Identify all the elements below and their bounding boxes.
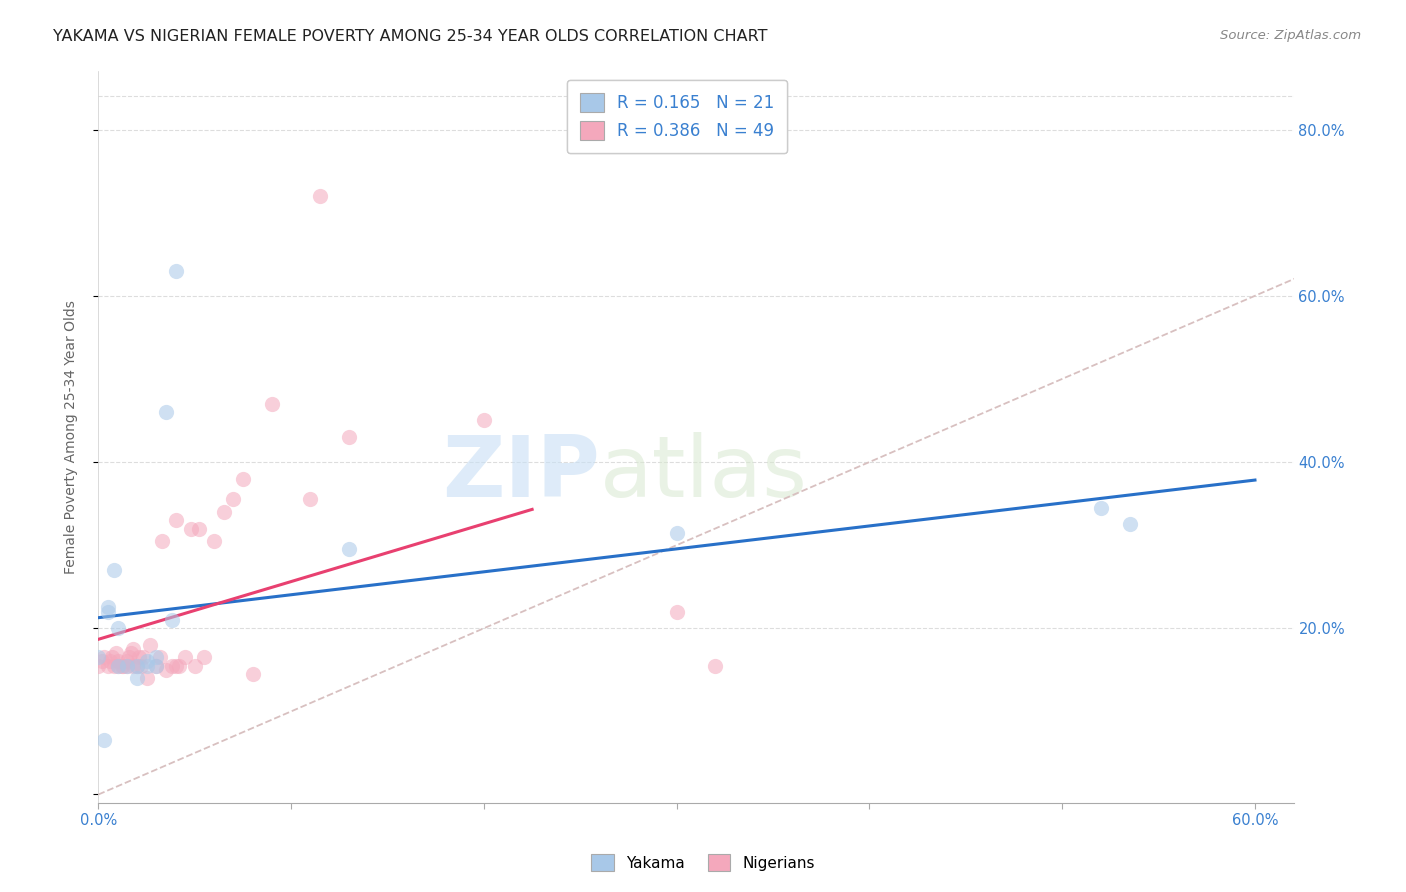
Point bbox=[165, 513, 187, 527]
Point bbox=[242, 667, 264, 681]
Point bbox=[145, 650, 167, 665]
Point bbox=[135, 671, 157, 685]
Point bbox=[222, 492, 245, 507]
Point bbox=[165, 264, 187, 278]
Point bbox=[704, 658, 727, 673]
Point bbox=[93, 733, 115, 747]
Point bbox=[93, 650, 115, 665]
Point bbox=[160, 613, 183, 627]
Point bbox=[135, 658, 157, 673]
Point bbox=[101, 650, 124, 665]
Point bbox=[107, 621, 129, 635]
Point bbox=[1118, 517, 1140, 532]
Point bbox=[125, 658, 148, 673]
Point bbox=[184, 658, 207, 673]
Text: Source: ZipAtlas.com: Source: ZipAtlas.com bbox=[1220, 29, 1361, 42]
Point bbox=[87, 658, 110, 673]
Text: YAKAMA VS NIGERIAN FEMALE POVERTY AMONG 25-34 YEAR OLDS CORRELATION CHART: YAKAMA VS NIGERIAN FEMALE POVERTY AMONG … bbox=[53, 29, 768, 44]
Point bbox=[117, 658, 139, 673]
Point bbox=[337, 430, 360, 444]
Point bbox=[122, 658, 145, 673]
Point bbox=[337, 542, 360, 557]
Point bbox=[160, 658, 183, 673]
Point bbox=[260, 397, 283, 411]
Point bbox=[299, 492, 322, 507]
Point bbox=[180, 521, 202, 535]
Point bbox=[193, 650, 215, 665]
Point bbox=[232, 472, 254, 486]
Point bbox=[155, 663, 177, 677]
Point bbox=[87, 650, 110, 665]
Point bbox=[1090, 500, 1112, 515]
Point bbox=[128, 650, 150, 665]
Point bbox=[122, 642, 145, 657]
Point bbox=[665, 605, 688, 619]
Point bbox=[135, 655, 157, 669]
Point bbox=[97, 600, 120, 615]
Point bbox=[155, 405, 177, 419]
Point bbox=[97, 605, 120, 619]
Point bbox=[91, 655, 114, 669]
Point bbox=[309, 189, 332, 203]
Point bbox=[174, 650, 197, 665]
Text: ZIP: ZIP bbox=[443, 432, 600, 516]
Point bbox=[110, 658, 132, 673]
Point bbox=[125, 658, 148, 673]
Point bbox=[145, 658, 167, 673]
Point bbox=[169, 658, 191, 673]
Point bbox=[98, 655, 121, 669]
Point bbox=[165, 658, 187, 673]
Y-axis label: Female Poverty Among 25-34 Year Olds: Female Poverty Among 25-34 Year Olds bbox=[63, 300, 77, 574]
Point bbox=[112, 658, 135, 673]
Point bbox=[117, 658, 139, 673]
Point bbox=[107, 658, 129, 673]
Point bbox=[150, 533, 173, 548]
Point bbox=[103, 563, 125, 577]
Point bbox=[104, 646, 127, 660]
Legend: Yakama, Nigerians: Yakama, Nigerians bbox=[585, 848, 821, 877]
Point bbox=[107, 655, 129, 669]
Point bbox=[139, 638, 162, 652]
Point bbox=[212, 505, 235, 519]
Point bbox=[472, 413, 495, 427]
Point bbox=[125, 671, 148, 685]
Text: atlas: atlas bbox=[600, 432, 808, 516]
Point bbox=[145, 658, 167, 673]
Point bbox=[117, 655, 139, 669]
Point bbox=[149, 650, 172, 665]
Point bbox=[97, 658, 120, 673]
Point bbox=[118, 650, 141, 665]
Point bbox=[120, 646, 142, 660]
Point bbox=[129, 658, 152, 673]
Point bbox=[132, 650, 155, 665]
Point bbox=[107, 658, 129, 673]
Point bbox=[187, 521, 209, 535]
Point bbox=[665, 525, 688, 540]
Point bbox=[202, 533, 225, 548]
Legend: R = 0.165   N = 21, R = 0.386   N = 49: R = 0.165 N = 21, R = 0.386 N = 49 bbox=[567, 79, 787, 153]
Point bbox=[103, 658, 125, 673]
